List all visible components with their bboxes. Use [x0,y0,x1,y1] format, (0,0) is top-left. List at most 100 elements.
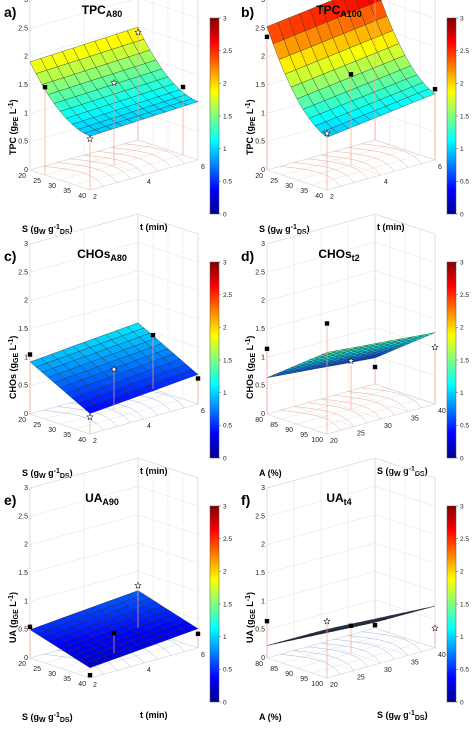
data-point-square [180,84,186,90]
x-tick-label: 25 [33,422,41,429]
data-point-square [111,630,117,636]
base-contour-line [293,162,355,183]
x-tick-label: 40 [78,437,86,444]
data-point-square [324,321,330,326]
surface-facet [418,332,436,338]
z-tick-label: 1.5 [255,570,265,577]
colorbar-tick-label: 0.5 [460,667,469,674]
colorbar-tick-label: 1.5 [223,357,232,364]
data-point-square [195,631,201,637]
z-gridline [29,571,199,602]
colorbar [446,505,457,703]
y-axis-label: t (min) [140,710,168,720]
x-tick-label: 35 [63,676,71,683]
x-tick-label: 20 [18,173,26,180]
x-tick-label: 95 [300,432,308,439]
z-tick-label: 2.5 [255,25,265,32]
z-gridline [266,298,436,330]
z-gridline [29,542,199,574]
colorbar-tick-label: 2.5 [460,292,469,299]
z-gridline [266,270,436,301]
data-point-star [323,129,331,137]
colorbar-tick-label: 0 [460,211,464,218]
response-surface [29,26,199,137]
surface-facet [418,605,436,611]
colorbar-tick-label: 0 [460,455,464,462]
colorbar-tick-label: 1.5 [460,357,469,364]
x-tick-label: 80 [255,661,263,668]
z-tick-label: 0 [24,411,28,418]
x-tick-label: 40 [315,193,323,200]
x-tick-label: 80 [255,417,263,424]
data-point-square [372,622,378,628]
colorbar-tick-label: 0.5 [460,179,469,186]
z-tick-label: 2 [24,298,28,305]
colorbar-tick-label: 3 [223,15,227,22]
x-axis-label: A (%) [259,468,282,478]
colorbar-tick-label: 2 [223,81,227,88]
panel-letter: a) [4,4,16,20]
surface-facet [180,624,199,633]
y-tick-label: 4 [384,179,388,186]
y-tick-label: 6 [201,164,205,171]
z-tick-label: 2.5 [18,269,28,276]
z-tick-label: 0.5 [255,627,265,634]
z-tick-label: 2 [261,542,265,549]
z-tick-label: 0 [261,411,265,418]
y-axis-label: t (min) [140,222,168,232]
z-gridline [266,457,436,489]
base-contour-line [334,151,395,172]
y-axis-label: t (min) [140,466,168,476]
x-tick-label: 30 [48,427,56,434]
response-surface [29,590,199,668]
data-point-square [372,364,378,370]
colorbar-tick-label: 2.5 [460,48,469,55]
z-axis-label: TPC (gPE L-1) [245,99,257,155]
colorbar-tick-label: 0.5 [223,423,232,430]
x-tick-label: 85 [270,666,278,673]
z-tick-label: 2 [24,542,28,549]
colorbar-tick-label: 0 [460,699,464,706]
panel-title: CHOst2 [318,247,359,263]
data-point-square [264,346,270,352]
x-tick-label: 40 [78,193,86,200]
z-tick-label: 1 [24,110,28,117]
z-tick-label: 0 [24,167,28,174]
panel-letter: f) [241,492,250,508]
z-tick-label: 1.5 [255,82,265,89]
response-surface [266,332,436,378]
y-tick-label: 6 [201,652,205,659]
y-tick-label: 2 [93,194,97,201]
y-axis-label: S (gW g-1DS) [377,710,428,722]
data-point-square [150,332,156,338]
data-point-star [323,617,331,625]
y-tick-label: 2 [330,194,334,201]
base-contour-line [320,642,382,664]
response-surface [29,322,199,414]
data-point-square [264,618,270,624]
x-tick-label: 20 [255,173,263,180]
y-tick-label: 2 [93,438,97,445]
z-tick-label: 0.5 [255,383,265,390]
colorbar-tick-label: 1 [223,390,227,397]
base-contour-line [347,391,409,412]
data-point-square [27,352,33,357]
base-contour-line [307,402,368,423]
x-tick-label: 30 [48,671,56,678]
z-tick-label: 1 [261,598,265,605]
z-tick-label: 3 [24,0,28,4]
colorbar-tick-label: 2.5 [460,536,469,543]
z-gridline [29,514,199,545]
z-axis-label: TPC (gPE L-1) [8,99,20,155]
x-axis-label: S (gW g-1DS) [22,712,73,724]
y-tick-label: 35 [411,660,419,667]
base-contour-line [347,147,409,168]
colorbar-tick-label: 3 [223,503,227,510]
base-contour-line [280,410,341,431]
z-tick-label: 1 [261,354,265,361]
y-gridline [347,465,409,656]
panel-letter: e) [4,492,16,508]
